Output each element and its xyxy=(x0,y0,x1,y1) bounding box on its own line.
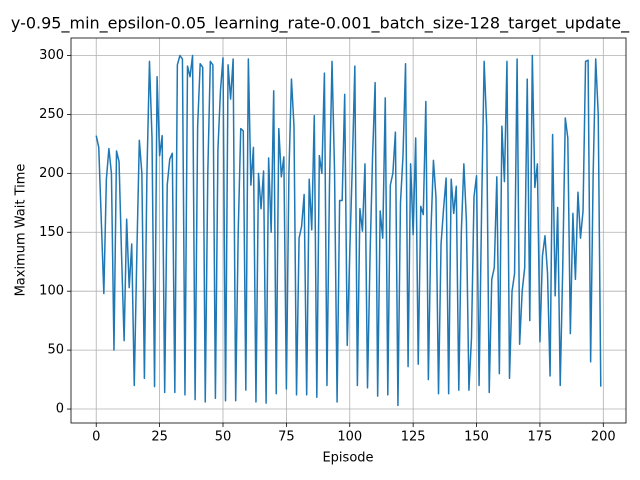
y-axis-label: Maximum Wait Time xyxy=(14,164,29,297)
axes-frame xyxy=(70,37,627,424)
x-tick-label: 150 xyxy=(464,430,489,445)
y-tick-label: 0 xyxy=(56,402,64,417)
y-tick-label: 50 xyxy=(47,343,64,358)
x-tick-label: 0 xyxy=(92,430,100,445)
x-tick-label: 200 xyxy=(591,430,616,445)
y-tick-label: 200 xyxy=(39,166,64,181)
y-tick-label: 150 xyxy=(39,225,64,240)
y-tick-label: 250 xyxy=(39,107,64,122)
x-axis-label: Episode xyxy=(322,451,373,466)
x-tick-label: 100 xyxy=(337,430,362,445)
x-tick-label: 25 xyxy=(151,430,168,445)
x-tick-label: 175 xyxy=(528,430,553,445)
x-tick-label: 75 xyxy=(278,430,295,445)
x-tick-label: 125 xyxy=(401,430,426,445)
y-tick-label: 100 xyxy=(39,284,64,299)
y-tick-label: 300 xyxy=(39,48,64,63)
data-line xyxy=(95,54,602,407)
chart-title: y-0.95_min_epsilon-0.05_learning_rate-0.… xyxy=(11,14,630,34)
x-tick-label: 50 xyxy=(215,430,232,445)
